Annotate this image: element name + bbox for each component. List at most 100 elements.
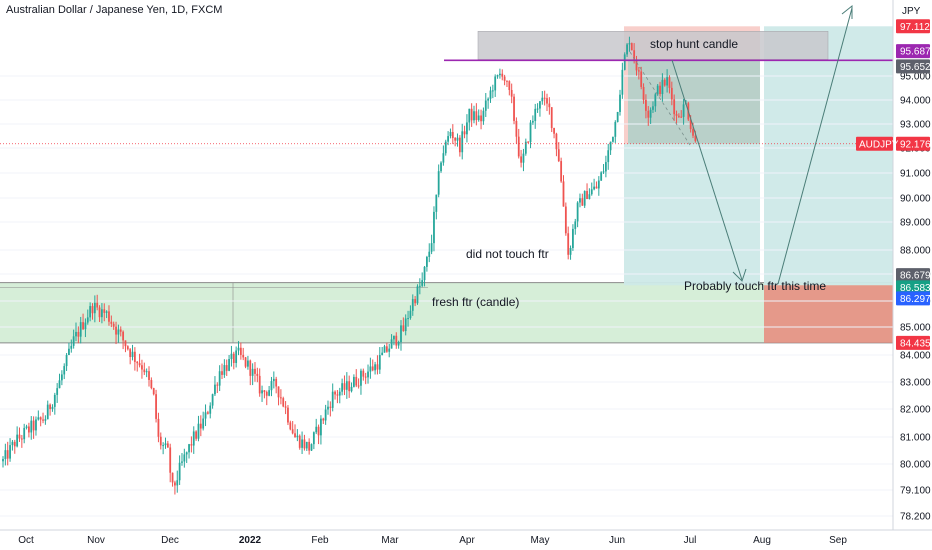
candle-body	[320, 418, 322, 436]
candle-body	[574, 221, 577, 229]
candle-body	[534, 108, 537, 121]
candle-body	[338, 391, 341, 396]
candle-body	[159, 436, 162, 446]
candle-body	[487, 98, 490, 101]
candle-body	[91, 306, 94, 314]
price-tag-text: 84.435	[900, 338, 931, 349]
candle-body	[355, 376, 358, 386]
candle-body	[604, 162, 607, 172]
candle-body	[157, 418, 160, 437]
candle-body	[626, 44, 628, 55]
projection-dashed	[629, 51, 691, 146]
candle-body	[348, 381, 351, 392]
candle-body	[13, 441, 16, 447]
candle-body	[60, 374, 63, 381]
candle-body	[673, 99, 676, 115]
price-tick-label: 88.000	[900, 246, 931, 257]
candle-body	[645, 99, 647, 111]
candle-body	[79, 322, 82, 337]
candle-body	[46, 404, 49, 420]
candle-body	[409, 310, 412, 319]
price-tag: 84.435	[896, 335, 931, 350]
price-axis: 95.00094.00093.00092.00091.00090.00089.0…	[892, 0, 932, 530]
candle-body	[668, 77, 671, 88]
stop-hunt-label: stop hunt candle	[650, 37, 738, 51]
candle-body	[675, 114, 678, 116]
candle-body	[385, 346, 388, 352]
candle-body	[489, 90, 492, 99]
time-tick-label: Apr	[459, 535, 475, 546]
candle-body	[204, 412, 207, 419]
candle-body	[199, 423, 202, 429]
price-axis-bg	[893, 0, 932, 530]
candle-body	[539, 101, 541, 109]
candle-body	[628, 43, 631, 45]
candle-body	[115, 326, 117, 335]
time-tick-label: Feb	[311, 535, 329, 546]
price-tick-label: 95.000	[900, 72, 931, 83]
candle-body	[263, 390, 266, 392]
candle-body	[670, 87, 673, 100]
price-tag-bg	[896, 136, 930, 151]
candle-body	[9, 445, 11, 459]
candle-body	[56, 388, 59, 395]
candle-body	[171, 472, 174, 483]
candle-body	[169, 447, 172, 473]
price-tag-text: 95.652	[900, 62, 931, 73]
candle-body	[423, 266, 426, 281]
candle-body	[195, 431, 198, 439]
candle-body	[256, 373, 259, 376]
price-tag-text: 97.112	[900, 22, 930, 33]
candle-body	[352, 376, 355, 387]
candle-body	[164, 443, 167, 446]
price-tag-text: 86.297	[900, 294, 931, 305]
candle-body	[89, 306, 92, 318]
candle-body	[640, 71, 643, 87]
candle-body	[331, 391, 334, 408]
candle-body	[247, 360, 249, 367]
candle-body	[35, 419, 37, 431]
candle-body	[689, 119, 692, 130]
candle-body	[6, 450, 9, 459]
candle-body	[491, 90, 494, 92]
candle-body	[72, 336, 75, 346]
candle-body	[232, 353, 235, 363]
candle-body	[101, 309, 103, 318]
candle-body	[536, 108, 539, 110]
candle-body	[305, 441, 308, 449]
candle-body	[249, 360, 252, 376]
candle-body	[522, 153, 525, 163]
candle-body	[456, 137, 459, 141]
candle-body	[383, 346, 386, 353]
candle-body	[466, 122, 468, 135]
price-tick-label: 89.000	[900, 218, 931, 229]
price-tags: 97.112 95.687 95.652 92.176 86.67986.58386.2…	[856, 19, 931, 350]
candle-body	[357, 385, 360, 387]
candle-body	[607, 150, 610, 163]
candle-body	[336, 394, 339, 396]
candle-body	[560, 161, 563, 182]
candle-body	[633, 50, 636, 60]
candle-body	[621, 69, 624, 95]
candle-body	[362, 370, 365, 377]
candle-body	[421, 280, 424, 286]
candle-body	[458, 137, 461, 153]
long-target-box	[764, 26, 893, 286]
candle-body	[209, 405, 212, 414]
candle-body	[298, 435, 301, 448]
candle-body	[63, 366, 66, 375]
candle-body	[131, 351, 134, 358]
candle-body	[126, 346, 129, 350]
price-tag-bg	[896, 268, 930, 283]
time-tick-label: Sep	[829, 535, 847, 546]
candle-body	[435, 194, 438, 212]
candle-body	[244, 357, 247, 367]
candle-body	[510, 90, 513, 97]
candle-body	[49, 404, 51, 410]
candle-body	[192, 431, 195, 446]
price-tag-bg	[896, 291, 930, 306]
price-tick-label: 84.000	[900, 351, 931, 362]
candle-body	[42, 419, 44, 421]
candle-body	[119, 329, 122, 332]
